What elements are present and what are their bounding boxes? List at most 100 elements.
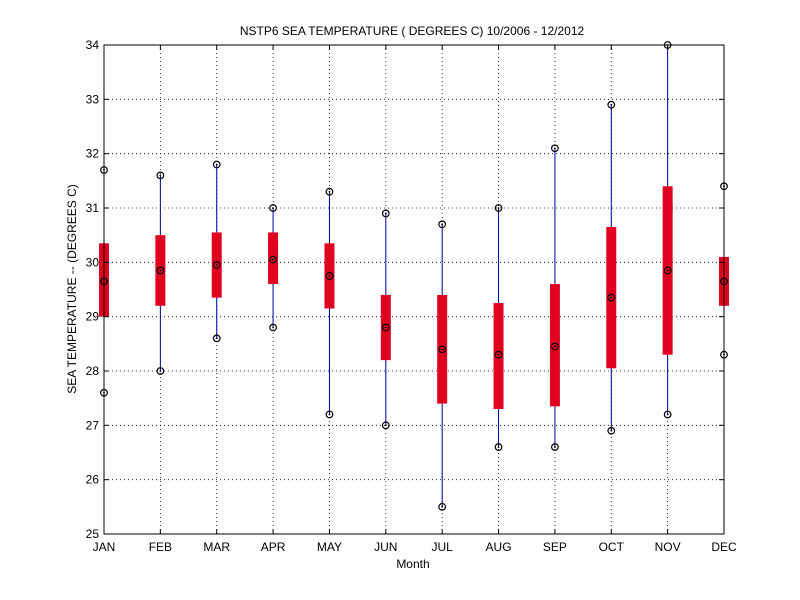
- median-marker: [551, 342, 559, 351]
- max-marker-dot: [497, 207, 500, 209]
- box-sep: [549, 144, 560, 451]
- min-marker-dot: [159, 370, 162, 372]
- min-marker: [438, 502, 447, 511]
- median-marker: [663, 266, 672, 275]
- box-oct: [606, 100, 617, 435]
- grid-layer: [104, 45, 724, 534]
- tick-layer: 25 26 27 28 29 30 31 32 33 34 JAN FEB MAR APR MAY JUN JU…: [86, 38, 737, 554]
- x-axis-label: Month: [396, 557, 429, 571]
- y-tick-label: 25: [86, 527, 100, 541]
- max-marker: [212, 160, 221, 169]
- x-tick-label: AUG: [486, 540, 512, 554]
- x-tick-label: OCT: [599, 540, 625, 554]
- max-marker: [381, 209, 390, 218]
- max-marker-dot: [610, 103, 613, 106]
- max-marker-dot: [328, 190, 331, 193]
- min-marker: [494, 443, 503, 451]
- median-marker-dot: [328, 275, 331, 277]
- iqr-box: [549, 284, 560, 407]
- max-marker: [269, 204, 277, 212]
- box-jun: [380, 209, 391, 430]
- median-marker-dot: [384, 326, 387, 329]
- iqr-box: [268, 232, 279, 285]
- min-marker: [607, 426, 616, 435]
- median-marker-dot: [159, 269, 162, 272]
- max-marker-dot: [554, 147, 556, 150]
- max-marker: [325, 187, 334, 196]
- median-marker: [156, 266, 165, 275]
- y-tick-label: 27: [86, 418, 100, 432]
- median-marker: [325, 272, 334, 280]
- x-tick-label: MAY: [317, 540, 342, 554]
- max-marker-dot: [272, 207, 274, 209]
- median-marker-dot: [272, 258, 274, 261]
- y-tick-label: 28: [86, 364, 100, 378]
- y-axis-label: SEA TEMPERATURE -- (DEGREES C): [65, 184, 79, 394]
- min-marker: [325, 410, 334, 419]
- min-marker: [212, 334, 221, 343]
- box-nov: [662, 41, 673, 419]
- x-tick-label: JUN: [374, 540, 397, 554]
- median-marker: [212, 261, 221, 269]
- x-tick-label: DEC: [711, 540, 737, 554]
- chart-title: NSTP6 SEA TEMPERATURE ( DEGREES C) 10/20…: [240, 24, 585, 38]
- box-aug: [493, 204, 504, 451]
- median-marker-dot: [554, 345, 556, 348]
- min-marker: [663, 410, 672, 419]
- box-mar: [211, 160, 222, 343]
- box-apr: [268, 204, 279, 332]
- y-tick-label: 30: [86, 255, 100, 269]
- max-marker: [156, 171, 165, 180]
- y-tick-label: 26: [86, 473, 100, 487]
- box-feb: [155, 171, 166, 375]
- box-jul: [437, 220, 448, 511]
- median-marker-dot: [610, 296, 613, 299]
- max-marker-dot: [159, 174, 162, 177]
- x-tick-label: SEP: [543, 540, 567, 554]
- min-marker: [551, 443, 559, 451]
- median-marker: [269, 255, 277, 264]
- median-marker: [494, 350, 503, 359]
- max-marker: [494, 204, 503, 212]
- max-marker-dot: [384, 212, 387, 215]
- max-marker: [607, 100, 616, 109]
- box-may: [324, 187, 335, 419]
- data-layer: [99, 41, 729, 511]
- y-tick-label: 32: [86, 147, 100, 161]
- max-marker: [438, 220, 447, 229]
- min-marker-dot: [610, 429, 613, 432]
- min-marker-dot: [215, 337, 218, 340]
- min-marker: [381, 421, 390, 430]
- min-marker-dot: [666, 413, 669, 416]
- median-marker: [607, 293, 616, 302]
- iqr-box: [493, 303, 504, 410]
- min-marker-dot: [497, 446, 500, 448]
- min-marker-dot: [328, 413, 331, 416]
- x-tick-label: MAR: [203, 540, 230, 554]
- x-tick-label: FEB: [149, 540, 172, 554]
- min-marker: [156, 367, 165, 375]
- y-tick-label: 29: [86, 310, 100, 324]
- x-tick-label: APR: [261, 540, 286, 554]
- y-tick-label: 31: [86, 201, 100, 215]
- min-marker: [269, 323, 277, 332]
- x-tick-label: JAN: [93, 540, 116, 554]
- x-tick-label: NOV: [655, 540, 681, 554]
- median-marker-dot: [497, 353, 500, 356]
- min-marker-dot: [384, 424, 387, 427]
- y-tick-label: 34: [86, 38, 100, 52]
- max-marker-dot: [441, 223, 444, 226]
- min-marker-dot: [441, 505, 444, 508]
- y-tick-label: 33: [86, 92, 100, 106]
- min-marker-dot: [272, 326, 274, 329]
- max-marker-dot: [215, 163, 218, 166]
- median-marker-dot: [666, 269, 669, 272]
- min-marker-dot: [554, 446, 556, 448]
- max-marker: [551, 144, 559, 153]
- median-marker-dot: [441, 348, 444, 351]
- plot-frame: [103, 44, 725, 535]
- x-tick-label: JUL: [432, 540, 454, 554]
- median-marker-dot: [215, 264, 218, 266]
- median-marker: [438, 345, 447, 354]
